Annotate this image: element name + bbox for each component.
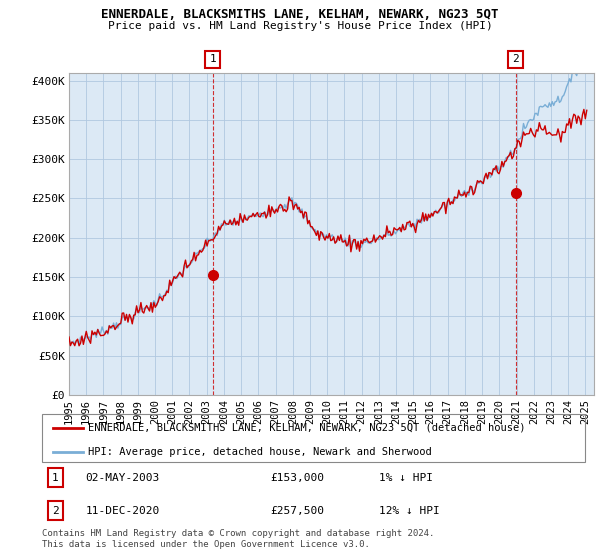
Text: ENNERDALE, BLACKSMITHS LANE, KELHAM, NEWARK, NG23 5QT (detached house): ENNERDALE, BLACKSMITHS LANE, KELHAM, NEW… (88, 423, 526, 433)
Text: 1: 1 (209, 54, 216, 64)
Text: 2: 2 (512, 54, 519, 64)
Text: £257,500: £257,500 (270, 506, 324, 516)
Text: HPI: Average price, detached house, Newark and Sherwood: HPI: Average price, detached house, Newa… (88, 446, 432, 456)
Text: 12% ↓ HPI: 12% ↓ HPI (379, 506, 439, 516)
Text: Price paid vs. HM Land Registry's House Price Index (HPI): Price paid vs. HM Land Registry's House … (107, 21, 493, 31)
Text: ENNERDALE, BLACKSMITHS LANE, KELHAM, NEWARK, NG23 5QT: ENNERDALE, BLACKSMITHS LANE, KELHAM, NEW… (101, 8, 499, 21)
Text: 1% ↓ HPI: 1% ↓ HPI (379, 473, 433, 483)
Text: £153,000: £153,000 (270, 473, 324, 483)
Text: 11-DEC-2020: 11-DEC-2020 (85, 506, 160, 516)
Text: 2: 2 (52, 506, 59, 516)
Text: Contains HM Land Registry data © Crown copyright and database right 2024.
This d: Contains HM Land Registry data © Crown c… (42, 529, 434, 549)
Text: 1: 1 (52, 473, 59, 483)
Text: 02-MAY-2003: 02-MAY-2003 (85, 473, 160, 483)
